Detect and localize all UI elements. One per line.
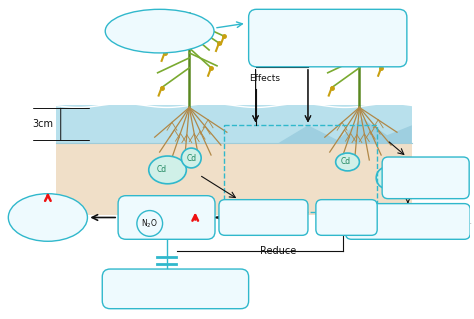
Text: Diveisity and composition: Diveisity and composition xyxy=(273,19,382,28)
Text: Cd: Cd xyxy=(340,158,351,167)
Text: NAX: NAX xyxy=(338,220,355,229)
Text: 3cm: 3cm xyxy=(32,119,54,129)
Text: →NO: →NO xyxy=(449,210,465,216)
Ellipse shape xyxy=(9,194,87,241)
Text: NOR: NOR xyxy=(255,220,273,229)
Circle shape xyxy=(376,167,398,189)
Text: Nitrification: Nitrification xyxy=(138,200,195,210)
Polygon shape xyxy=(278,118,412,143)
Text: +: + xyxy=(448,222,453,227)
Bar xyxy=(56,143,412,214)
Text: +: + xyxy=(445,207,448,212)
Text: AMO: AMO xyxy=(337,207,356,216)
FancyBboxPatch shape xyxy=(316,200,377,235)
Text: nitrifying bacteria: nitrifying bacteria xyxy=(135,292,216,301)
Ellipse shape xyxy=(149,156,186,184)
Text: The abundance of: The abundance of xyxy=(135,278,216,286)
Bar xyxy=(56,106,412,143)
Text: of soil microbial communi-: of soil microbial communi- xyxy=(272,30,383,39)
Text: →NO: →NO xyxy=(453,224,469,230)
Text: ⁻: ⁻ xyxy=(464,207,467,212)
Text: Reduce: Reduce xyxy=(260,246,296,256)
Circle shape xyxy=(182,148,201,168)
Text: NOB DB: NOB DB xyxy=(142,33,177,41)
Text: Nitrification:  NH: Nitrification: NH xyxy=(352,210,407,216)
FancyBboxPatch shape xyxy=(102,269,249,309)
Text: transformation: transformation xyxy=(401,181,451,187)
Circle shape xyxy=(137,211,163,236)
Text: Green-: Green- xyxy=(34,207,62,216)
Text: AOB AOA: AOB AOA xyxy=(139,21,180,30)
Text: NAR NIR NOS: NAR NIR NOS xyxy=(237,207,290,216)
Text: toxic heavy metal,: toxic heavy metal, xyxy=(395,163,456,169)
Ellipse shape xyxy=(336,153,359,171)
Text: N$_2$O: N$_2$O xyxy=(141,217,158,230)
FancyBboxPatch shape xyxy=(382,157,469,199)
FancyBboxPatch shape xyxy=(249,9,407,67)
Text: house gas: house gas xyxy=(27,219,69,228)
Text: ⁻: ⁻ xyxy=(468,222,471,227)
Text: Cd: Cd xyxy=(186,153,196,162)
Text: Denitrification:  NH: Denitrification: NH xyxy=(352,224,415,230)
Text: Effects: Effects xyxy=(249,74,280,83)
Text: ties: ties xyxy=(320,41,336,49)
FancyBboxPatch shape xyxy=(219,200,308,235)
Text: Cd: Cd xyxy=(382,173,392,182)
Text: Cd: Cd xyxy=(156,166,167,174)
Ellipse shape xyxy=(105,9,214,53)
FancyBboxPatch shape xyxy=(118,196,215,239)
Text: +: + xyxy=(437,168,440,174)
Text: Affects the N: Affects the N xyxy=(404,172,447,178)
FancyBboxPatch shape xyxy=(346,204,470,239)
